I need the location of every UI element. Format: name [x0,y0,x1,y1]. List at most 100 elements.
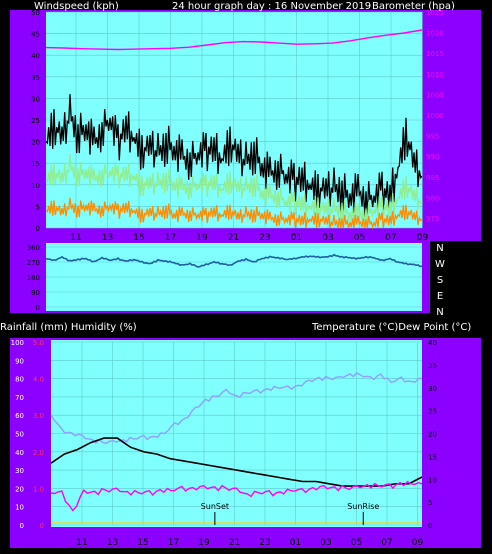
barometer-tick-label: 1015 [426,50,444,58]
sun-annotations: SunSet SunRise [201,502,379,525]
axis-ticks: 0510152025303540455097598098599099510001… [11,9,445,548]
temperature-x-tick-label: 21 [229,538,240,548]
wind-x-tick-label: 11 [70,233,81,243]
direction-grid [46,246,422,308]
barometer-tick-label: 980 [426,194,439,202]
temperature-x-tick-label: 13 [107,538,118,548]
wind-x-tick-label: 19 [196,233,208,243]
compass-label: N [436,243,443,254]
humidity-tick-label: 0 [20,522,24,530]
humidity-tick-label: 70 [15,394,24,402]
direction-y-tick-label: 180 [27,274,40,282]
wind-x-tick-label: 23 [259,233,270,243]
rainfall-tick-label: 5.0 [33,339,44,347]
wind-y-tick-label: 20 [31,139,40,147]
wind-axis-title: Windspeed (kph) [34,1,119,12]
direction-y-tick-label: 90 [31,289,40,297]
rainfall-tick-label: 2.0 [33,449,44,457]
wind-x-tick-label: 17 [165,233,176,243]
barometer-tick-label: 995 [426,133,439,141]
wind-x-tick-label: 07 [385,233,396,243]
wind-y-tick-label: 40 [31,52,40,60]
humidity-tick-label: 10 [15,504,24,512]
humidity-tick-label: 40 [15,449,24,457]
rainfall-tick-label: 0 [40,522,44,530]
humidity-tick-label: 60 [15,412,24,420]
wind-x-tick-label: 01 [291,233,302,243]
rainfall-tick-label: 4.0 [33,376,44,384]
temperature-x-tick-label: 07 [381,538,392,548]
temperature-tick-label: 20 [428,431,437,439]
humidity-tick-label: 90 [15,357,24,365]
compass-label: N [436,307,443,318]
wind-y-tick-label: 25 [31,117,40,125]
temperature-axis-title: Temperature (°C)Dew Point (°C) [311,322,471,333]
barometer-tick-label: 975 [426,215,439,223]
temperature-x-tick-label: 15 [137,538,148,548]
wind-y-tick-label: 30 [31,95,40,103]
temperature-x-tick-label: 05 [351,538,362,548]
wind-x-tick-label: 21 [228,233,239,243]
wind-y-tick-label: 15 [31,160,40,168]
barometer-tick-label: 1000 [426,112,444,120]
humidity-tick-label: 100 [11,339,24,347]
temperature-tick-label: 10 [428,476,437,484]
low-wind-series-line [45,197,423,230]
humidity-tick-label: 20 [15,485,24,493]
compass-label: E [437,291,443,302]
barometer-axis-title: Barometer (hpa) [372,1,455,12]
temperature-series-line [50,437,423,487]
temperature-x-tick-label: 23 [259,538,270,548]
wind-y-tick-label: 10 [31,182,40,190]
humidity-tick-label: 50 [15,431,24,439]
barometer-tick-label: 1025 [426,9,444,17]
avg-wind-series-line [45,154,423,226]
temperature-x-tick-label: 17 [168,538,179,548]
temperature-tick-label: 0 [428,522,432,530]
temperature-tick-label: 40 [428,339,437,347]
temperature-x-tick-label: 01 [290,538,301,548]
temperature-x-tick-label: 03 [320,538,331,548]
wind-y-tick-label: 45 [31,31,40,39]
barometer-tick-label: 985 [426,174,439,182]
wind-direction-series-line [45,253,423,268]
temperature-tick-label: 25 [428,408,437,416]
dew-point-series-line [50,480,423,512]
wind-y-tick-label: 35 [31,74,40,82]
temperature-tick-label: 5 [428,499,432,507]
temperature-tick-label: 15 [428,453,437,461]
sun-event-label: SunRise [347,502,379,511]
humidity-axis-title: Rainfall (mm) Humidity (%) [0,322,137,333]
direction-y-tick-label: 270 [27,259,40,267]
temperature-tick-label: 35 [428,362,437,370]
gust-series-line [45,94,423,218]
temperature-x-tick-label: 09 [412,538,424,548]
compass-label: S [437,275,443,286]
temperature-x-tick-label: 11 [76,538,87,548]
rainfall-tick-label: 3.0 [33,412,44,420]
compass-label: W [435,259,445,270]
direction-y-tick-label: 360 [27,244,40,252]
wind-x-tick-label: 03 [322,233,333,243]
wind-x-tick-label: 13 [102,233,113,243]
barometer-tick-label: 1005 [426,91,444,99]
direction-y-tick-label: 0 [36,304,40,312]
wind-x-tick-label: 09 [417,233,429,243]
wind-x-tick-label: 05 [354,233,365,243]
wind-y-tick-label: 5 [36,203,40,211]
humidity-series-line [50,372,423,445]
sun-event-label: SunSet [201,502,229,511]
temperature-x-tick-label: 19 [198,538,210,548]
rainfall-tick-label: 1.0 [33,485,44,493]
wind-y-tick-label: 0 [36,225,40,233]
barometer-tick-label: 1010 [426,71,444,79]
wind-y-tick-label: 50 [31,9,40,17]
barometer-series-line [45,29,423,51]
humidity-tick-label: 80 [15,376,24,384]
chart-title: 24 hour graph day : 16 November 2019 [172,1,371,12]
humidity-tick-label: 30 [15,467,24,475]
barometer-tick-label: 1020 [426,30,444,38]
temperature-tick-label: 30 [428,385,437,393]
barometer-tick-label: 990 [426,153,439,161]
